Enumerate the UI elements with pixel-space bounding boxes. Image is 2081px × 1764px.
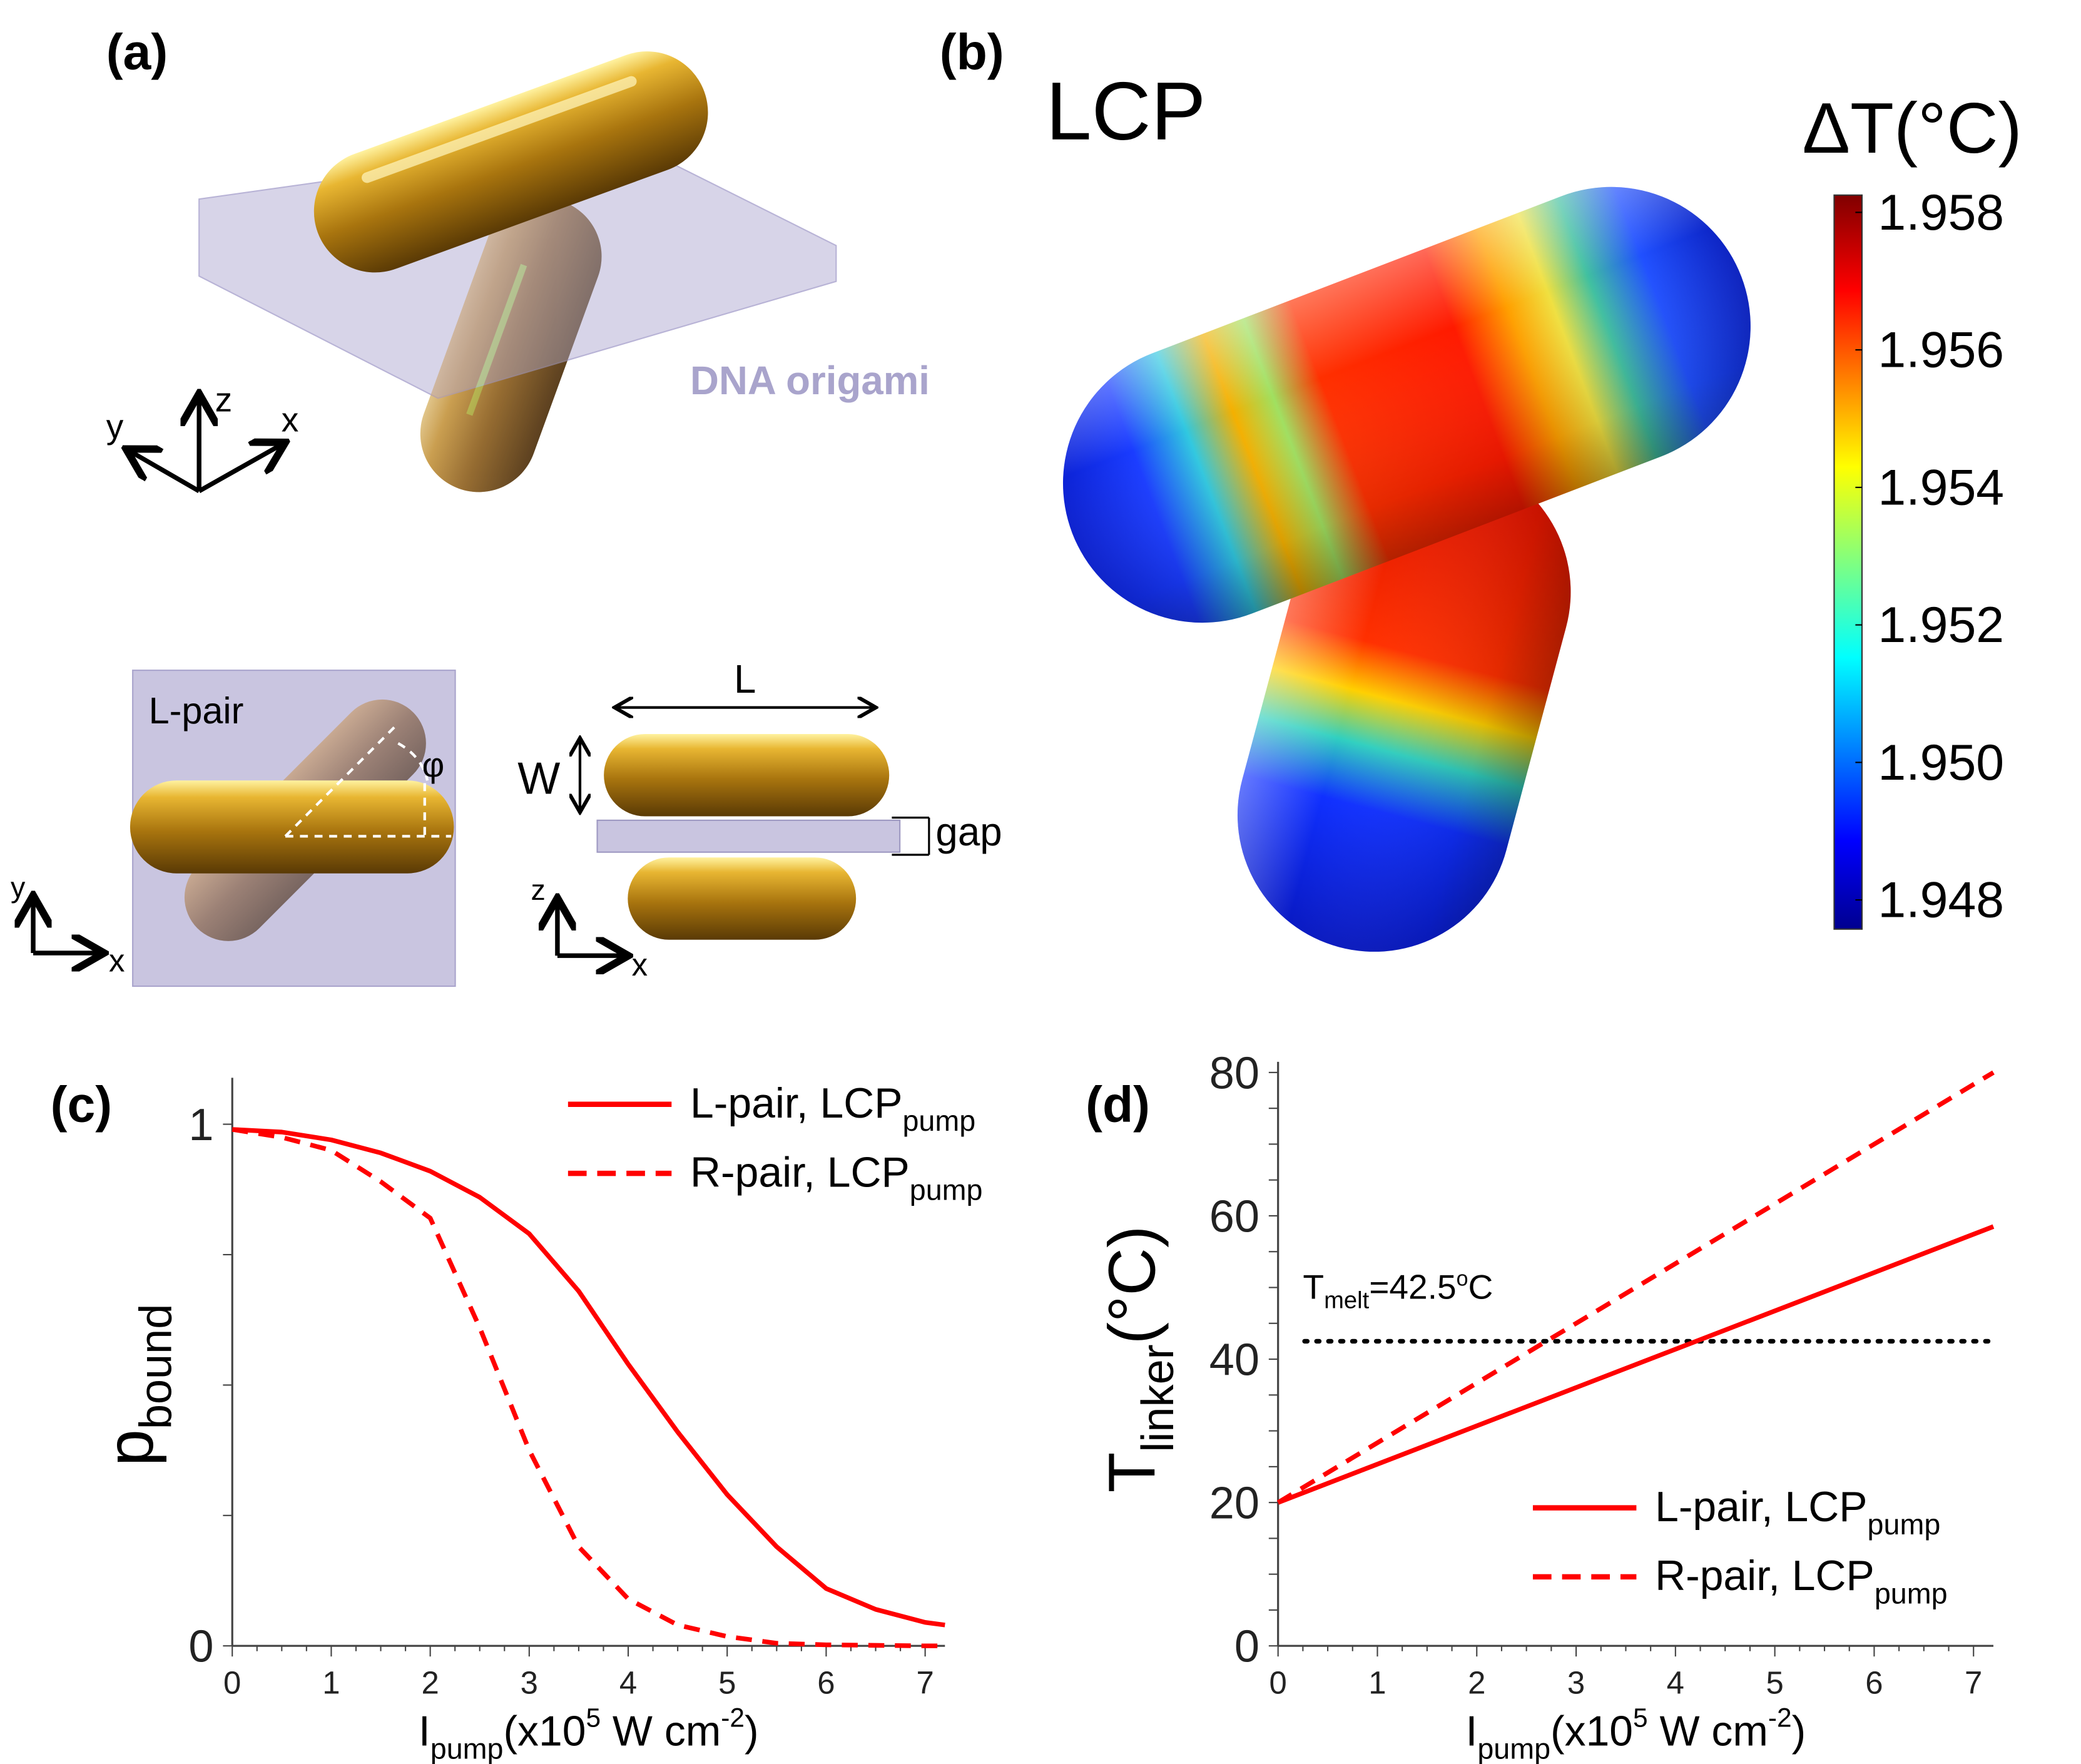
series-line-r-pair xyxy=(232,1127,945,1648)
x-tick-label: 3 xyxy=(1567,1665,1585,1701)
panel-d: (d) 0 1 2 3 4 5 6 7 0 20 40 60 80 Ipump(x105 W cm-2) T… xyxy=(1086,1048,1996,1764)
legend-label: R-pair, LCPpump xyxy=(1655,1552,1947,1609)
tmelt-label: Tmelt=42.5oC xyxy=(1303,1267,1493,1313)
dna-origami-label: DNA origami xyxy=(690,359,930,403)
x-tick-label: 5 xyxy=(1766,1665,1783,1701)
x-axis-label: Ipump(x105 W cm-2) xyxy=(1465,1703,1806,1764)
gap-bracket xyxy=(892,817,930,856)
lower-nanorod-through-plate xyxy=(420,198,602,492)
colorbar xyxy=(1833,194,1863,930)
series-line-l-pair xyxy=(232,1127,945,1628)
x-tick-label: 4 xyxy=(619,1665,637,1701)
x-tick-label: 5 xyxy=(718,1665,736,1701)
colorbar-tick-label: 1.954 xyxy=(1878,459,2004,516)
x-tick-label: 2 xyxy=(1468,1665,1485,1701)
axis-z-label-2: z xyxy=(531,874,545,906)
x-tick-label: 3 xyxy=(521,1665,538,1701)
legend-label: L-pair, LCPpump xyxy=(690,1080,975,1137)
x-tick-label: 7 xyxy=(1965,1665,1982,1701)
panel-b: (b) LCP ΔT(°C) 1.958 1.956 1.954 1.952 1.950… xyxy=(940,24,2022,952)
colorbar-tick-label: 1.948 xyxy=(1878,872,2004,929)
series-line-l-pair xyxy=(1277,1224,1995,1505)
y-tick-label: 1 xyxy=(188,1100,213,1150)
axis-x-label-2: x xyxy=(109,943,125,979)
panel-a: (a) DNA origami z x y xyxy=(11,24,1002,987)
axis-x-label-3: x xyxy=(632,947,648,982)
panel-label-a: (a) xyxy=(106,24,168,80)
angle-guide xyxy=(284,725,452,838)
origami-side-view xyxy=(596,819,901,853)
axis-y-label-2: y xyxy=(11,871,26,904)
y-axis-label: Tlinker(°C) xyxy=(1095,1226,1183,1493)
axes-xy-icon xyxy=(33,900,99,953)
legend-label: L-pair, LCPpump xyxy=(1655,1484,1940,1541)
y-axis-label: pbound xyxy=(93,1304,181,1467)
upper-rod-heatmap xyxy=(1062,186,1751,623)
x-tick-label: 1 xyxy=(322,1665,340,1701)
y-tick-label: 60 xyxy=(1209,1191,1259,1241)
x-tick-label: 6 xyxy=(817,1665,835,1701)
colorbar-tick-label: 1.958 xyxy=(1878,185,2004,241)
phi-label: φ xyxy=(422,745,445,784)
axes-3d-icon xyxy=(130,398,282,494)
colorbar-title: ΔT(°C) xyxy=(1803,88,2022,168)
x-axis-label: Ipump(x105 W cm-2) xyxy=(419,1703,759,1764)
width-label: W xyxy=(517,753,560,803)
panel-c: (c) 0 1 2 3 4 5 6 7 0 1 Ipump(x105 W cm-2) pbound L-… xyxy=(51,1076,983,1764)
axis-x-label: x xyxy=(282,400,299,439)
y-tick-label: 0 xyxy=(1234,1622,1259,1672)
x-tick-label: 0 xyxy=(1269,1665,1287,1701)
colorbar-ticks: 1.958 1.956 1.954 1.952 1.950 1.948 xyxy=(1855,185,2004,929)
y-tick-label: 0 xyxy=(188,1622,213,1672)
axes-xz-icon xyxy=(557,902,624,956)
top-nanorod xyxy=(313,51,708,273)
lpair-label: L-pair xyxy=(149,690,244,732)
axis-y-label: y xyxy=(106,407,124,446)
lower-rod-side-view xyxy=(628,857,857,940)
colorbar-tick-label: 1.956 xyxy=(1878,322,2004,379)
y-tick-label: 20 xyxy=(1209,1479,1259,1529)
x-tick-label: 1 xyxy=(1368,1665,1386,1701)
colorbar-tick-label: 1.952 xyxy=(1878,597,2004,653)
x-tick-label: 0 xyxy=(223,1665,241,1701)
length-label: L xyxy=(734,657,756,701)
gap-label: gap xyxy=(935,810,1002,854)
upper-rod-side-view xyxy=(604,733,890,817)
heatmap-title: LCP xyxy=(1046,65,1206,157)
upper-rod-top-view xyxy=(130,780,454,874)
panel-label-b: (b) xyxy=(940,24,1004,80)
x-tick-label: 7 xyxy=(916,1665,934,1701)
series-line-r-pair xyxy=(1276,1070,1995,1505)
panel-label-c: (c) xyxy=(51,1076,112,1133)
y-tick-label: 80 xyxy=(1209,1048,1259,1098)
y-tick-label: 40 xyxy=(1209,1335,1259,1385)
x-tick-label: 4 xyxy=(1667,1665,1684,1701)
x-tick-label: 6 xyxy=(1865,1665,1883,1701)
legend-label: R-pair, LCPpump xyxy=(690,1149,982,1206)
axis-z-label: z xyxy=(215,380,233,419)
colorbar-tick-label: 1.950 xyxy=(1878,735,2004,791)
x-tick-label: 2 xyxy=(421,1665,439,1701)
panel-label-d: (d) xyxy=(1086,1076,1150,1133)
